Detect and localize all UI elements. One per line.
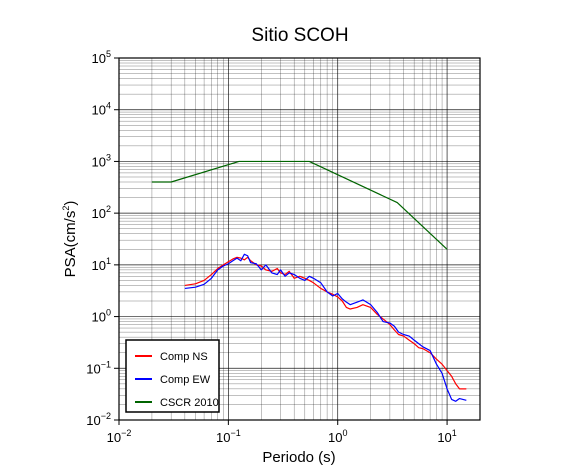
legend-entry: CSCR 2010 bbox=[160, 397, 219, 409]
y-tick-label: 102 bbox=[92, 204, 111, 221]
legend-entry: Comp EW bbox=[160, 374, 211, 386]
plot-frame bbox=[118, 57, 481, 421]
y-tick-label: 100 bbox=[92, 308, 111, 325]
y-axis-label-base: PSA(cm/s bbox=[62, 211, 79, 278]
series-line-cscr-2010 bbox=[151, 160, 448, 250]
plot-series bbox=[151, 160, 467, 402]
y-tick-label: 10−1 bbox=[86, 359, 111, 376]
x-tick-label: 10−1 bbox=[216, 428, 241, 445]
y-tick-label: 105 bbox=[92, 49, 111, 66]
series-line-comp-ns bbox=[184, 256, 467, 390]
x-tick-label: 100 bbox=[328, 428, 347, 445]
chart-title: Sitio SCOH bbox=[251, 25, 348, 46]
legend: Comp NS Comp EW CSCR 2010 bbox=[125, 339, 220, 413]
y-axis-label-end: ) bbox=[62, 201, 79, 206]
y-axis-label-sup: 2 bbox=[61, 206, 71, 211]
y-tick-label: 10−2 bbox=[86, 411, 111, 428]
legend-box bbox=[125, 339, 220, 413]
y-axis-label: PSA(cm/s2) bbox=[61, 201, 79, 278]
series-line-comp-ew bbox=[184, 253, 467, 402]
x-axis-ticks: 10−2 10−1 100 101 bbox=[107, 420, 457, 445]
x-tick-label: 101 bbox=[437, 428, 456, 445]
x-axis-label: Periodo (s) bbox=[262, 449, 335, 466]
x-tick-label: 10−2 bbox=[107, 428, 132, 445]
y-tick-label: 101 bbox=[92, 256, 111, 273]
y-axis-ticks: 10−2 10−1 100 101 102 103 104 105 bbox=[86, 49, 119, 428]
y-tick-label: 104 bbox=[92, 101, 111, 118]
legend-entry: Comp NS bbox=[160, 351, 208, 363]
y-tick-label: 103 bbox=[92, 152, 111, 169]
